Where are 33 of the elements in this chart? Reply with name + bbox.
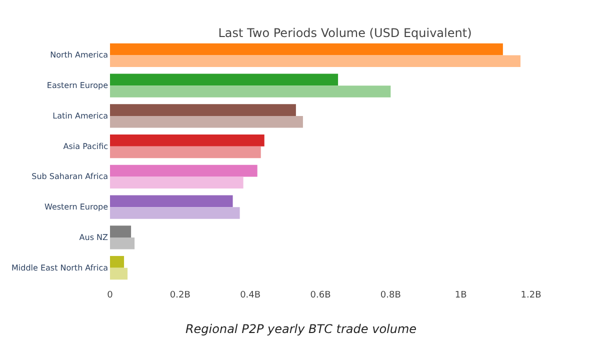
y-tick-label: Aus NZ (79, 232, 109, 242)
bar (110, 164, 258, 177)
y-tick-label: North America (50, 50, 108, 60)
bar (110, 86, 391, 98)
bar (110, 74, 338, 86)
y-tick-label: Eastern Europe (46, 81, 108, 90)
y-tick-label: Middle East North Africa (11, 263, 108, 272)
x-tick-label: 0 (107, 290, 114, 300)
chart-title: Last Two Periods Volume (USD Equivalent) (218, 26, 472, 40)
text: Regional P2P yearly BTC trade volume (185, 322, 417, 336)
y-tick-label: Asia Pacific (63, 142, 108, 151)
bar (110, 176, 244, 189)
bar (110, 207, 240, 219)
bar (110, 146, 261, 158)
x-tick-label: 1B (454, 290, 467, 300)
x-tick-label: 1.2B (520, 290, 542, 300)
y-tick-label: Western Europe (44, 202, 108, 212)
y-tick-label: Sub Saharan Africa (32, 172, 108, 182)
bar (110, 226, 132, 238)
bar (110, 237, 135, 250)
x-tick-label: 0.2B (170, 290, 190, 300)
x-tick-label: 0.6B (310, 290, 331, 300)
bar (110, 256, 124, 268)
x-tick-label: 0.4B (240, 290, 261, 300)
bar (110, 43, 503, 56)
bar (110, 55, 520, 68)
bar (110, 268, 128, 280)
bar (110, 116, 303, 128)
bar (110, 195, 233, 208)
bar (110, 134, 264, 146)
x-tick-label: 0.8B (380, 290, 401, 300)
bar (110, 104, 296, 116)
y-tick-label: Latin America (52, 111, 108, 120)
